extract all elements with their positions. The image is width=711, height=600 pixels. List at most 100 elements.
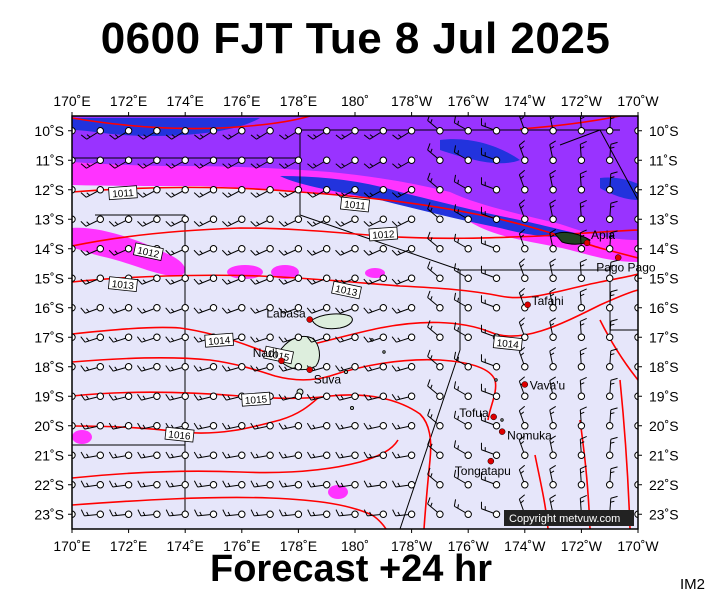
wind-barb bbox=[193, 186, 218, 198]
wind-barb bbox=[250, 245, 274, 256]
wind-barb bbox=[222, 451, 246, 459]
svg-text:1012: 1012 bbox=[136, 245, 160, 260]
wind-barb bbox=[193, 422, 218, 430]
wind-barb bbox=[518, 346, 529, 371]
wind-barb bbox=[518, 258, 529, 282]
wind-barb bbox=[427, 438, 444, 459]
place-marker: Tafahi bbox=[524, 294, 564, 309]
wind-barb bbox=[453, 440, 472, 459]
wind-barb bbox=[577, 406, 587, 430]
place-label: Suva bbox=[314, 373, 342, 387]
wind-barb bbox=[307, 127, 331, 140]
wind-barb bbox=[427, 408, 444, 430]
wind-barb bbox=[165, 215, 189, 227]
wind-barb bbox=[392, 127, 416, 140]
lat-tick-left: 21˚S bbox=[34, 447, 64, 463]
wind-barb bbox=[137, 186, 161, 198]
wind-barb bbox=[194, 127, 218, 140]
wind-barb bbox=[165, 392, 189, 401]
wind-barb bbox=[391, 304, 416, 314]
wind-barb bbox=[453, 381, 472, 400]
wind-barb bbox=[136, 304, 161, 314]
wind-barb bbox=[193, 156, 218, 169]
lon-tick-top: 172˚E bbox=[110, 93, 147, 109]
wind-barb bbox=[453, 174, 472, 194]
lat-tick-right: 18˚S bbox=[649, 359, 679, 375]
isobar-label: 1013 bbox=[107, 276, 138, 292]
place-marker: Apia bbox=[583, 228, 615, 247]
place-label: Vava'u bbox=[530, 378, 565, 392]
place-label: Pago Pago bbox=[596, 261, 656, 275]
place-markers: Labasa Nadi Suva Apia Pago Pago Tafahi Vava'u T… bbox=[253, 228, 656, 478]
wind-barb bbox=[335, 451, 359, 459]
wind-barb bbox=[278, 245, 303, 256]
wind-barb bbox=[278, 480, 303, 489]
wind-barb bbox=[193, 304, 218, 314]
svg-text:1014: 1014 bbox=[496, 338, 520, 351]
wind-barb bbox=[193, 274, 218, 285]
lat-tick-left: 15˚S bbox=[34, 270, 64, 286]
wind-barb bbox=[221, 274, 246, 285]
wind-barb bbox=[165, 156, 189, 169]
lat-tick-right: 19˚S bbox=[649, 388, 679, 404]
wind-barb bbox=[549, 346, 557, 371]
wind-barb bbox=[278, 422, 303, 430]
wind-barb bbox=[363, 363, 387, 372]
wind-barb bbox=[577, 465, 587, 489]
wind-barb bbox=[363, 215, 387, 227]
wind-barb bbox=[577, 258, 587, 282]
wind-barb bbox=[335, 363, 359, 372]
wind-barb bbox=[606, 230, 618, 253]
lat-tick-left: 19˚S bbox=[34, 388, 64, 404]
wind-barb bbox=[518, 228, 529, 253]
wind-barb bbox=[480, 177, 501, 194]
wind-barb bbox=[577, 288, 587, 312]
wind-barb bbox=[480, 354, 501, 371]
wind-barb bbox=[480, 383, 501, 400]
wind-barb bbox=[391, 245, 416, 256]
wind-barb bbox=[250, 451, 274, 459]
wind-barb bbox=[427, 202, 444, 223]
wind-barb bbox=[137, 422, 161, 430]
wind-barb bbox=[80, 304, 105, 314]
wind-barb bbox=[278, 451, 303, 459]
wind-barb bbox=[306, 363, 331, 372]
wind-barb bbox=[137, 451, 161, 459]
isobar-label: 1012 bbox=[368, 226, 399, 242]
isobar-label: 1011 bbox=[108, 185, 138, 200]
map-title: 0600 FJT Tue 8 Jul 2025 bbox=[100, 14, 611, 63]
wind-barb bbox=[250, 156, 274, 169]
wind-barb bbox=[363, 245, 387, 256]
place-marker: Suva bbox=[306, 366, 342, 387]
isobar-label: 1014 bbox=[204, 332, 234, 348]
wind-barb bbox=[392, 480, 416, 489]
lon-tick-top: 176˚E bbox=[223, 93, 260, 109]
place-marker: Pago Pago bbox=[596, 254, 656, 275]
wind-barb bbox=[250, 509, 274, 518]
wind-barb bbox=[80, 274, 105, 285]
wind-barb bbox=[363, 509, 387, 518]
wind-barb bbox=[278, 392, 303, 401]
place-marker: Tongatapu bbox=[455, 457, 511, 478]
lat-tick-left: 11˚S bbox=[35, 152, 64, 168]
lon-tick-top: 170˚E bbox=[53, 93, 90, 109]
wind-barb bbox=[109, 156, 133, 169]
wind-barb bbox=[453, 145, 472, 164]
wind-barb bbox=[606, 259, 618, 282]
svg-text:1013: 1013 bbox=[334, 284, 358, 299]
wind-barb bbox=[480, 265, 501, 282]
wind-barb bbox=[392, 509, 416, 518]
lon-tick-bottom: 178˚E bbox=[280, 538, 317, 554]
place-label: Nadi bbox=[253, 346, 278, 360]
wind-barb bbox=[278, 274, 303, 285]
wind-barb bbox=[306, 304, 331, 314]
wind-barb bbox=[335, 156, 359, 169]
wind-barb bbox=[480, 472, 501, 489]
wind-barb bbox=[363, 156, 387, 169]
wind-barb bbox=[250, 215, 274, 227]
wind-barb bbox=[108, 422, 133, 430]
wind-barb bbox=[453, 263, 472, 282]
wind-barb bbox=[363, 333, 387, 343]
place-label: Labasa bbox=[266, 307, 306, 321]
wind-barb bbox=[278, 363, 303, 372]
